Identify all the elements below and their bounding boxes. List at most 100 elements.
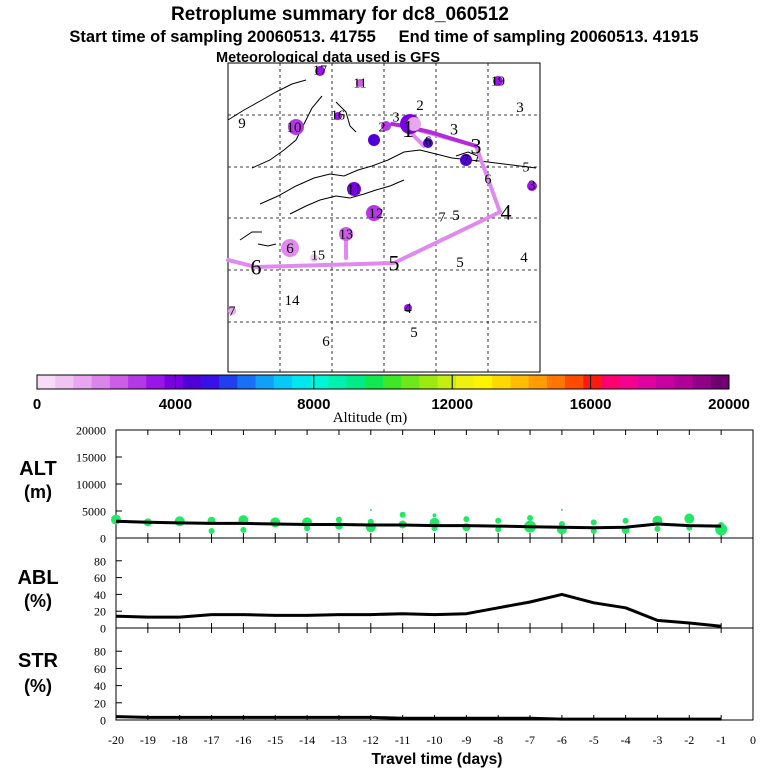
map-day-label: 5: [452, 208, 460, 224]
altitude-point: [495, 526, 502, 533]
x-tick-label: -20: [108, 733, 124, 747]
colorbar-ticks: 0 4000 8000 12000 16000 20000: [33, 375, 750, 413]
colorbar-frame: [36, 374, 730, 390]
map-day-label: 12: [369, 206, 384, 222]
altitude-point: [432, 513, 437, 518]
colorbar-cell: [73, 375, 93, 389]
colorbar-cell: [656, 375, 675, 389]
altitude-point: [335, 516, 342, 523]
map-day-label: 7: [439, 211, 446, 226]
x-tick-label: -4: [621, 733, 631, 747]
y-tick-label: 20000: [76, 424, 106, 438]
colorbar-cell: [273, 375, 293, 389]
colorbar-cell: [328, 375, 347, 389]
colorbar-cell: [528, 375, 548, 389]
colorbar-cell: [565, 375, 584, 389]
x-tick-label: -5: [589, 733, 599, 747]
map-day-label: 2: [416, 98, 424, 114]
colorbar-cell: [692, 375, 712, 389]
colorbar-cell: [619, 375, 639, 389]
colorbar-label: Altitude (m): [333, 410, 408, 426]
y-tick-label: 80: [94, 554, 106, 568]
colorbar-cell: [164, 375, 184, 389]
map-day-label: 13: [339, 228, 353, 243]
plume-marker: [315, 66, 325, 76]
figure-title: Retroplume summary for dc8_060512: [171, 4, 509, 25]
colorbar-cell: [310, 375, 329, 389]
y-tick-label: 10000: [76, 478, 106, 492]
altitude-point: [270, 517, 281, 528]
altitude-point: [304, 525, 311, 532]
plume-marker: [527, 181, 537, 191]
x-tick-label: -17: [204, 733, 220, 747]
alt-series-line: [115, 519, 722, 530]
colorbar-cell: [182, 375, 202, 389]
abl-series-line: [115, 592, 722, 628]
colorbar-cell: [583, 375, 602, 389]
x-tick-label: -9: [461, 733, 471, 747]
x-tick-label: -15: [267, 733, 283, 747]
plume-marker: [347, 182, 361, 196]
map-day-label: 7: [229, 305, 236, 320]
panel-label-top: STR: [18, 650, 59, 672]
met-data-note: Meteorological data used is GFS: [216, 50, 440, 66]
map-day-label: 3: [529, 179, 536, 194]
y-tick-label: 80: [94, 645, 106, 659]
x-tick-label: -7: [525, 733, 535, 747]
map-day-label: 4: [404, 301, 412, 317]
y-tick-label: 40: [94, 679, 106, 693]
plume-marker: [366, 205, 382, 221]
altitude-point: [560, 508, 563, 511]
map-day-label: 3: [393, 111, 400, 126]
y-tick-label: 0: [100, 532, 106, 546]
plume-markers: [228, 66, 537, 315]
map-day-label: 19: [491, 75, 505, 90]
x-tick-label: -11: [395, 733, 411, 747]
panel-label-top: ABL: [17, 567, 58, 589]
x-tick-label: -6: [557, 733, 567, 747]
altitude-point: [684, 513, 695, 524]
panel-frame: [115, 627, 754, 721]
map-day-label: 6: [322, 334, 330, 350]
altitude-point: [369, 508, 372, 511]
altitude-point: [527, 515, 534, 522]
y-tick-label: 0: [100, 714, 106, 728]
altitude-point: [622, 517, 629, 524]
map-day-label: 11: [347, 182, 361, 198]
y-tick-label: 0: [100, 622, 106, 636]
colorbar-tick-label: 4000: [159, 396, 192, 413]
y-tick-label: 40: [94, 588, 106, 602]
plume-marker: [356, 79, 364, 87]
colorbar-cell: [401, 375, 420, 389]
map-frame: [227, 62, 541, 373]
panel-label-bottom: (%): [24, 676, 52, 696]
x-tick-label: -3: [652, 733, 662, 747]
map-day-label: 2: [379, 121, 386, 136]
y-tick-label: 60: [94, 571, 106, 585]
altitude-point: [399, 511, 406, 518]
map-day-label: 9: [238, 116, 246, 132]
plume-marker: [339, 227, 353, 241]
altitude-point: [463, 516, 470, 523]
altitude-point: [590, 527, 597, 534]
map-day-label: 10: [287, 120, 302, 136]
map-day-label: 6: [485, 173, 492, 188]
plume-marker: [228, 307, 236, 315]
y-tick-label: 5000: [82, 505, 106, 519]
map-day-label: 6: [286, 241, 294, 257]
plume-marker: [281, 239, 299, 257]
colorbar-cell: [237, 375, 256, 389]
time-series-panels: 20000150001000050000ALT(m)806040200ABL(%…: [17, 424, 754, 728]
colorbar-tick-label: 8000: [297, 396, 330, 413]
plume-marker: [368, 134, 380, 146]
x-tick-label: -1: [716, 733, 726, 747]
map-day-label: 4: [520, 250, 528, 266]
y-tick-label: 20: [94, 696, 106, 710]
altitude-point: [111, 514, 121, 525]
colorbar-cell: [383, 375, 402, 389]
colorbar-cell: [637, 375, 657, 389]
colorbar-cell: [37, 375, 56, 389]
